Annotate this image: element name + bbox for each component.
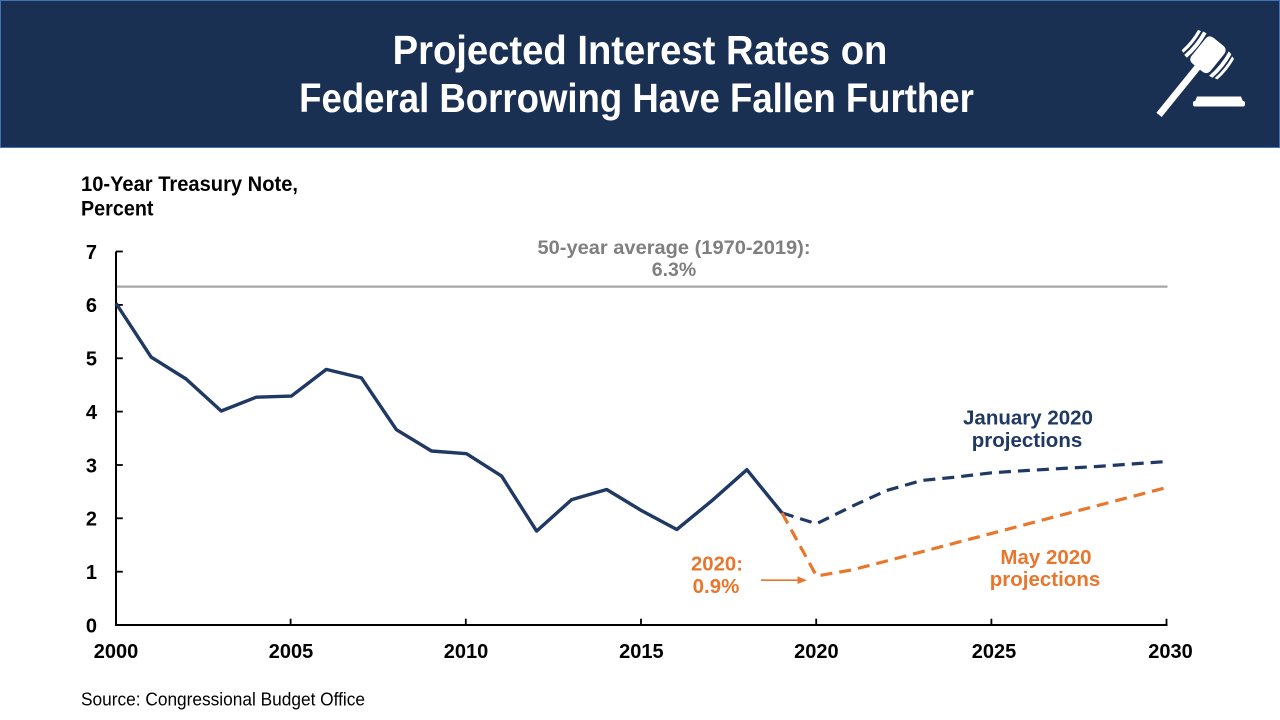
svg-text:2025: 2025 <box>972 641 1017 663</box>
svg-text:Source: Congressional Budget O: Source: Congressional Budget Office <box>81 689 365 710</box>
svg-text:2015: 2015 <box>619 641 664 663</box>
svg-text:0: 0 <box>86 616 97 638</box>
svg-text:2030: 2030 <box>1148 641 1193 663</box>
svg-text:0.9%: 0.9% <box>693 575 740 598</box>
svg-text:10-Year Treasury Note,: 10-Year Treasury Note, <box>81 173 298 196</box>
svg-text:2020: 2020 <box>794 641 839 663</box>
svg-text:2: 2 <box>86 509 97 531</box>
svg-text:Percent: Percent <box>81 198 154 221</box>
svg-text:50-year average (1970-2019):: 50-year average (1970-2019): <box>538 237 811 259</box>
svg-text:5: 5 <box>86 349 97 371</box>
svg-text:3: 3 <box>86 455 97 477</box>
svg-text:1: 1 <box>86 562 97 584</box>
svg-text:projections: projections <box>972 429 1083 452</box>
svg-text:January 2020: January 2020 <box>963 407 1093 430</box>
svg-text:2020:: 2020: <box>691 553 743 576</box>
svg-text:6: 6 <box>86 295 97 317</box>
svg-text:projections: projections <box>990 568 1101 591</box>
svg-text:May 2020: May 2020 <box>1000 546 1091 569</box>
svg-text:2005: 2005 <box>269 641 314 663</box>
svg-text:7: 7 <box>86 242 97 264</box>
svg-text:4: 4 <box>86 402 98 424</box>
svg-text:2000: 2000 <box>94 641 139 663</box>
svg-text:6.3%: 6.3% <box>652 259 696 281</box>
svg-text:2010: 2010 <box>444 641 489 663</box>
